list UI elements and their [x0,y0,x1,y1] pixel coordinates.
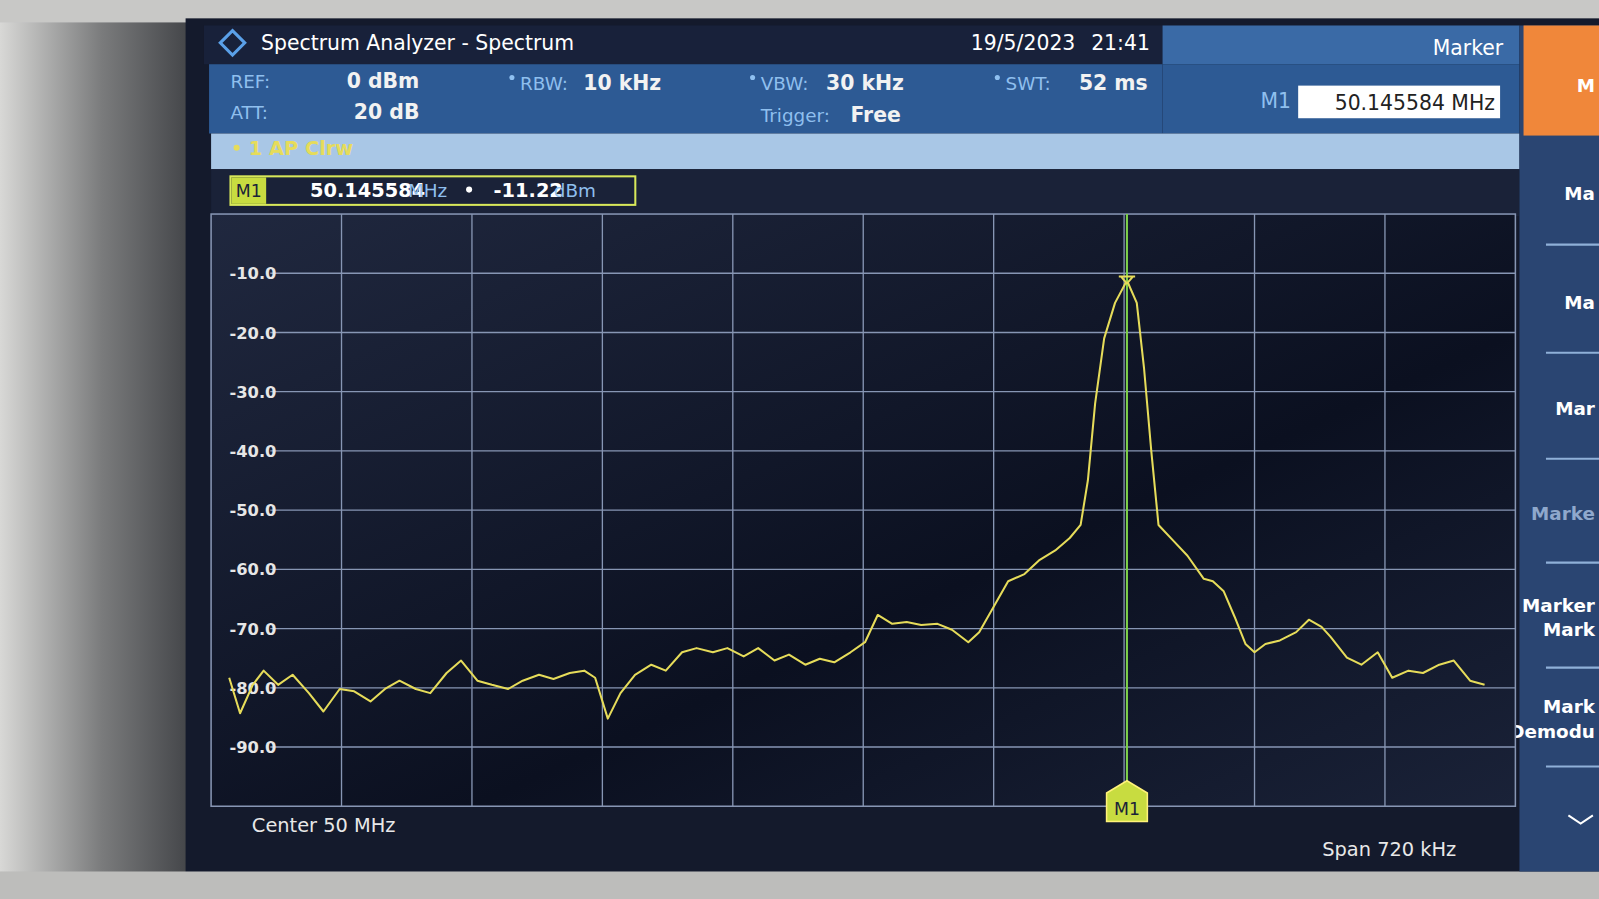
setting-value: 10 kHz [583,71,661,95]
softkey: M [1577,75,1595,96]
dot [995,75,1000,80]
sidebar [1519,25,1599,871]
marker-entry-box [1298,86,1500,119]
panel-bar [1163,25,1520,64]
grid-line-y [270,509,1515,510]
dot [750,75,755,80]
marker-y-unit: dBm [554,180,596,201]
setting-label: VBW: [761,73,809,94]
title-bar [204,25,1163,64]
softkey: Marke [1531,503,1595,524]
softkey: Ma [1564,183,1595,204]
grid-line-y [270,687,1515,688]
bezel-bottom [0,871,1599,899]
grid-line-y [270,391,1515,392]
plot-area [211,214,1515,806]
grid-line-y [270,332,1515,333]
softkey: Mark [1543,619,1596,640]
marker-line [1126,214,1128,783]
setting-value: 52 ms [1079,71,1148,95]
y-tick-label: -30.0 [229,383,276,402]
y-tick-label: -10.0 [229,264,276,283]
softkey-divider [1546,244,1599,246]
setting-value: 0 dBm [347,69,420,93]
settings-bar [1163,64,1520,133]
marker-flag [1107,781,1148,822]
setting-label: SWT: [1005,73,1050,94]
device [0,0,1599,899]
setting-label: ATT: [230,102,267,123]
scroll-arrow [1568,815,1592,823]
softkey: Ma [1564,292,1595,313]
setting-label: Trigger: [760,105,830,126]
y-tick-label: -50.0 [229,501,276,520]
y-tick-label: -20.0 [229,324,276,343]
setting-value: 20 dB [354,100,420,124]
grid-line-y [270,450,1515,451]
setting-label: RBW: [520,73,568,94]
bezel-left [0,0,204,899]
time: 21:41 [1091,31,1150,55]
grid [270,214,1515,806]
marker-info-tag [231,177,266,204]
data [229,214,1484,783]
marker-entry-name: M1 [1260,89,1291,113]
logo [220,31,244,55]
grid-line-y [270,746,1515,747]
dot [234,145,240,151]
title: Spectrum Analyzer - Spectrum [261,31,574,55]
trace-bar [211,134,1519,170]
screen: Spectrum Analyzer - Spectrum 19/5/2023 21:… [0,0,1599,899]
x-caption: Span 720 kHz [1322,838,1456,861]
marker-y: -11.22 [494,179,563,202]
sidebar-active [1524,25,1599,135]
marker-x-unit: MHz [408,180,447,201]
grid-line-y [270,628,1515,629]
y-tick-label: -70.0 [229,620,276,639]
marker-entry-value: 50.145584 MHz [1335,91,1495,115]
softkey-divider [1546,458,1599,460]
softkey-divider [1546,352,1599,354]
x-caption: Center 50 MHz [252,814,396,837]
y-tick-label: -60.0 [229,560,276,579]
setting-label: REF: [230,71,270,92]
softkey-divider [1546,562,1599,564]
date: 19/5/2023 [971,31,1076,55]
softkey: Demodu [1509,721,1595,742]
softkey: Mar [1555,398,1595,419]
y-tick-label: -90.0 [229,738,276,757]
y-tick-label: -80.0 [229,679,276,698]
softkey: Marker [1522,595,1595,616]
screen-body [186,18,1599,876]
panel-title: Marker [1433,36,1504,60]
marker-flag-label: M1 [1114,799,1140,819]
softkey: Mark [1543,696,1596,717]
dot [466,187,472,193]
marker-info-box [230,176,635,205]
grid-line-y [270,569,1515,570]
softkey-divider [1546,765,1599,767]
dot [509,75,514,80]
grid-line-y [270,273,1515,274]
settings-bar [209,64,1162,133]
setting-value: 30 kHz [826,71,904,95]
marker-peak [1119,276,1135,283]
softkey-divider [1546,667,1599,669]
marker-row [211,169,1519,216]
marker-name: M1 [236,181,262,201]
y-tick-label: -40.0 [229,442,276,461]
setting-value: Free [850,103,900,127]
legend: 1 AP Clrw [249,137,354,160]
trace [229,280,1484,718]
